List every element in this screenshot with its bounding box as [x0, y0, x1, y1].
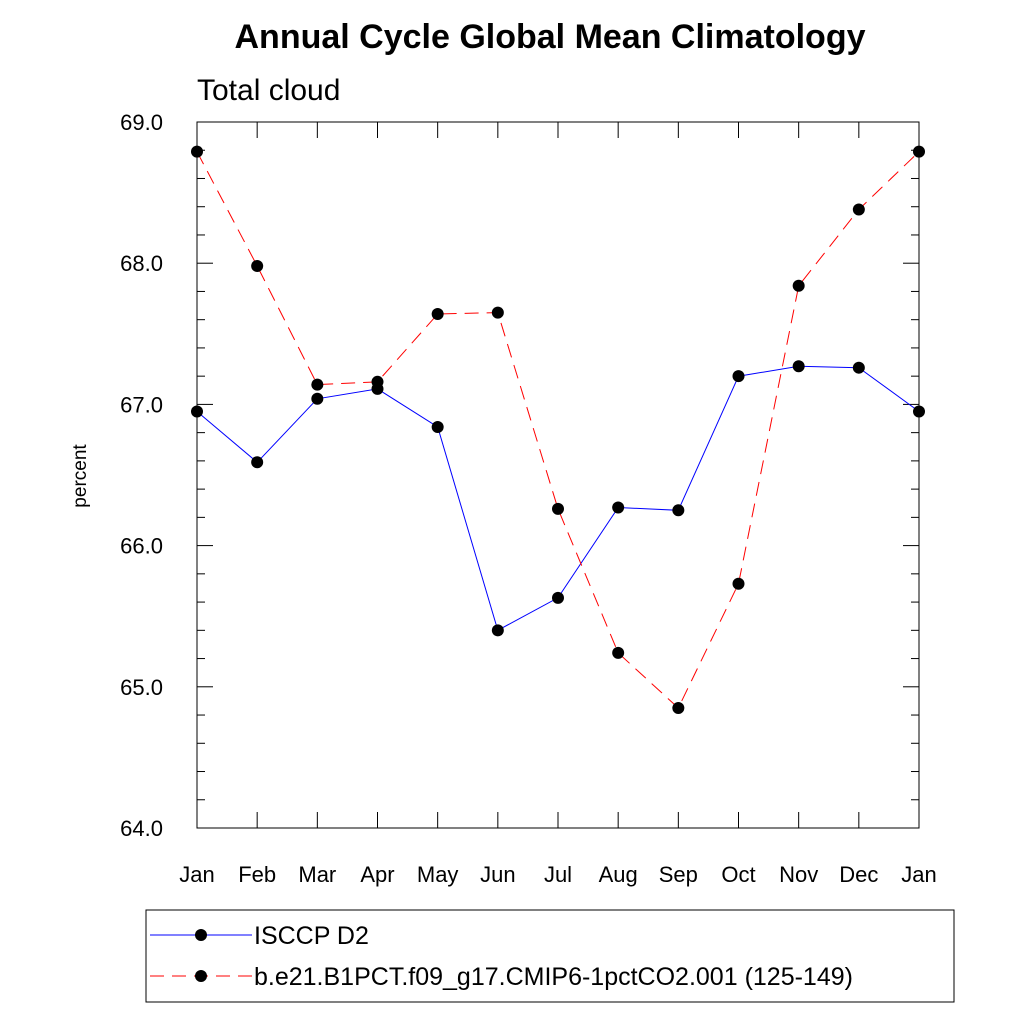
y-tick-label: 64.0 — [120, 816, 163, 841]
series-1-point — [552, 502, 564, 515]
x-tick-label: Oct — [721, 862, 755, 887]
legend-box — [145, 909, 955, 1003]
x-tick-label: Aug — [599, 862, 638, 887]
legend: ISCCP D2 b.e21.B1PCT.f09_g17.CMIP6-1pctC… — [145, 909, 955, 1003]
series-1-point — [251, 260, 264, 273]
series-0-point — [852, 361, 865, 374]
series-0-point — [491, 624, 504, 637]
series-0-point — [732, 370, 745, 383]
legend-marker-isccp — [195, 929, 207, 941]
series-1-point — [852, 203, 865, 216]
legend-label-model: b.e21.B1PCT.f09_g17.CMIP6-1pctCO2.001 (1… — [254, 963, 853, 991]
series-1-point — [311, 378, 324, 391]
series-0-point — [552, 591, 564, 604]
series-1-point — [792, 279, 805, 292]
x-tick-label: Dec — [839, 862, 878, 887]
series-0-point — [792, 360, 805, 373]
series-0-point — [251, 456, 264, 469]
series-0-point — [913, 405, 925, 418]
series-0-point — [431, 420, 444, 433]
x-tick-label: Nov — [779, 862, 818, 887]
x-tick-label: Jun — [480, 862, 515, 887]
series-1-point — [672, 701, 685, 714]
y-tick-label: 65.0 — [120, 675, 163, 700]
series-0-point — [191, 405, 203, 418]
y-tick-label: 68.0 — [120, 251, 163, 276]
series-0-point — [612, 501, 625, 514]
legend-marker-model — [195, 970, 207, 982]
x-tick-label: May — [417, 862, 459, 887]
series-1-point — [371, 375, 384, 388]
series-1-point — [431, 308, 444, 321]
y-axis-label: percent — [70, 444, 91, 508]
series-line-1 — [196, 151, 920, 709]
y-tick-labels: 64.0 65.0 66.0 67.0 68.0 69.0 — [120, 110, 163, 841]
x-tick-label: Jul — [544, 862, 572, 887]
series-0-point — [672, 504, 685, 517]
x-tick-label: Sep — [659, 862, 698, 887]
x-tick-label: Jan — [901, 862, 936, 887]
series-1-point — [191, 145, 203, 158]
chart-subtitle: Total cloud — [197, 74, 340, 107]
x-tick-labels: Jan Feb Mar Apr May Jun Jul Aug Sep Oct Nov Dec Jan — [179, 862, 936, 887]
series-0-point — [311, 392, 324, 405]
series-line-0 — [196, 365, 920, 632]
legend-label-isccp: ISCCP D2 — [254, 922, 369, 950]
plot-frame — [196, 121, 920, 829]
series-layer — [191, 145, 925, 714]
axis-ticks — [196, 121, 920, 829]
series-1-point — [732, 577, 745, 590]
x-tick-label: Feb — [238, 862, 276, 887]
series-1-point — [612, 646, 625, 659]
y-tick-label: 69.0 — [120, 110, 163, 135]
x-tick-label: Jan — [179, 862, 214, 887]
x-tick-label: Apr — [360, 862, 394, 887]
chart-title: Annual Cycle Global Mean Climatology — [235, 18, 866, 56]
series-1-point — [913, 145, 925, 158]
x-tick-label: Mar — [298, 862, 336, 887]
series-1-point — [491, 306, 504, 319]
y-tick-label: 67.0 — [120, 392, 163, 417]
y-tick-label: 66.0 — [120, 534, 163, 559]
